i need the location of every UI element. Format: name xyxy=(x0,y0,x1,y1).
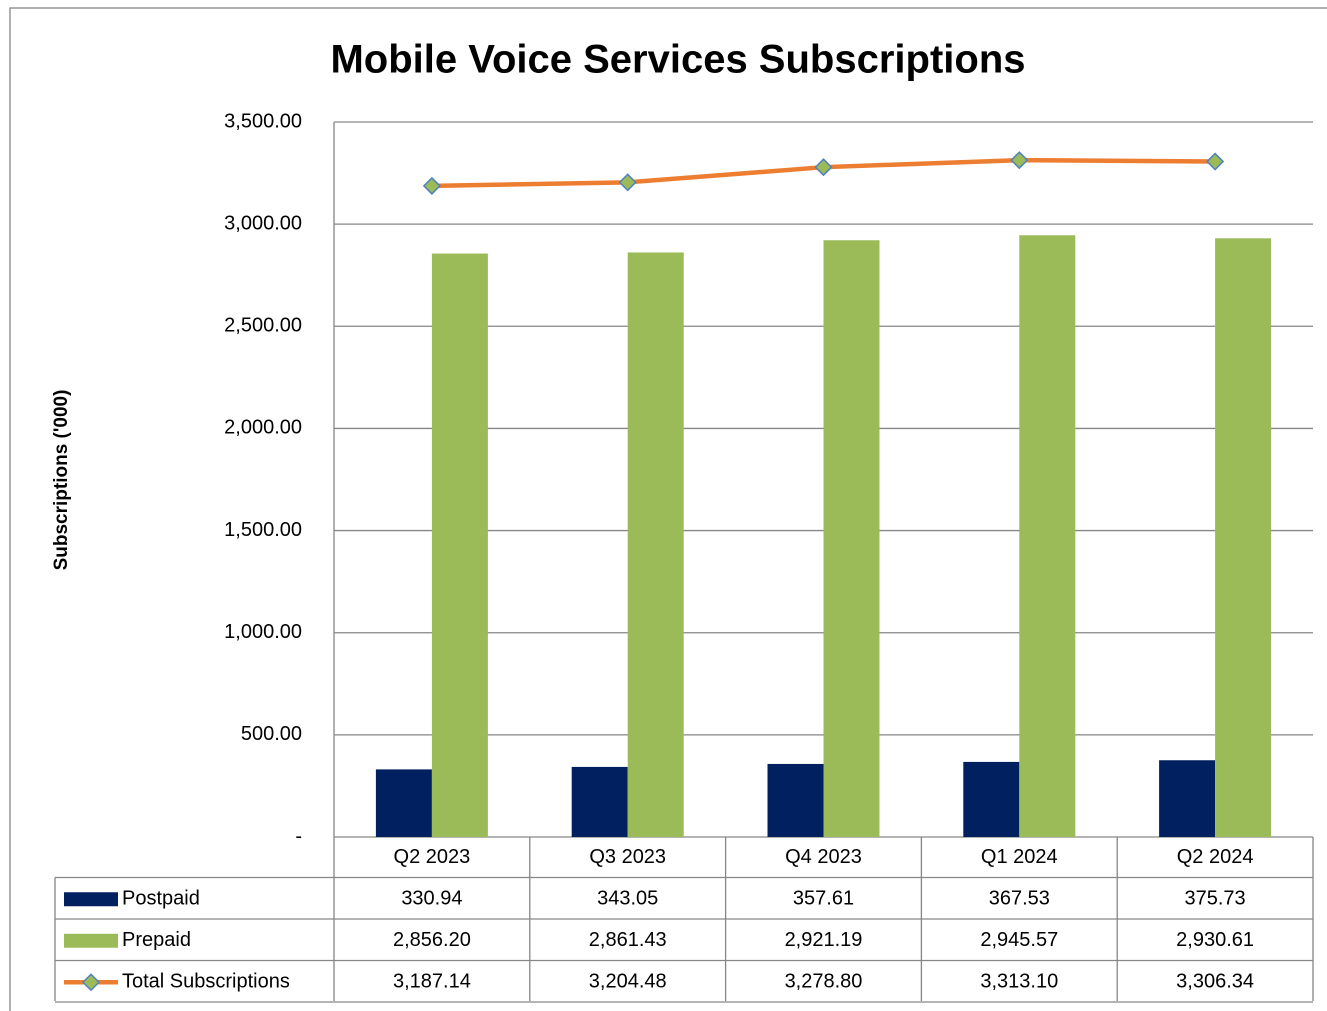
table-value: 343.05 xyxy=(597,888,658,910)
bar xyxy=(571,766,628,837)
line-marker xyxy=(1010,151,1029,170)
table-value: 3,187.14 xyxy=(393,971,471,993)
x-tick-label: Q2 2024 xyxy=(1177,846,1254,868)
x-tick-label: Q3 2023 xyxy=(589,846,666,868)
x-tick-label: Q4 2023 xyxy=(785,846,862,868)
line-marker xyxy=(814,158,833,177)
table-value: 2,921.19 xyxy=(785,929,863,951)
line-marker xyxy=(618,173,637,192)
legend-key xyxy=(64,933,118,948)
chart-frame xyxy=(9,7,1327,1011)
y-tick-label: 2,000.00 xyxy=(224,417,302,439)
bar xyxy=(1159,760,1216,837)
table-value: 330.94 xyxy=(401,888,462,910)
legend-key-marker xyxy=(81,973,101,992)
table-value: 3,204.48 xyxy=(589,971,667,993)
line-marker xyxy=(422,176,441,195)
y-tick-label: 2,500.00 xyxy=(224,315,302,337)
table-value: 357.61 xyxy=(793,888,854,910)
y-tick-label: - xyxy=(295,825,302,847)
table-value: 3,306.34 xyxy=(1176,971,1254,993)
line-marker xyxy=(1206,152,1225,171)
table-value: 3,313.10 xyxy=(980,971,1058,993)
y-tick-label: 1,000.00 xyxy=(224,621,302,643)
bar xyxy=(1019,235,1076,837)
bar xyxy=(1215,238,1272,837)
chart-title: Mobile Voice Services Subscriptions xyxy=(330,38,1025,82)
bar xyxy=(963,761,1020,837)
y-tick-label: 3,500.00 xyxy=(224,110,302,132)
bar xyxy=(431,253,488,837)
y-tick-label: 500.00 xyxy=(241,723,302,745)
table-value: 3,278.80 xyxy=(785,971,863,993)
legend-label: Postpaid xyxy=(122,888,200,910)
x-tick-label: Q1 2024 xyxy=(981,846,1058,868)
bar xyxy=(375,769,432,837)
table-value: 375.73 xyxy=(1185,888,1246,910)
table-value: 2,861.43 xyxy=(589,929,667,951)
bar xyxy=(823,240,880,837)
table-value: 2,856.20 xyxy=(393,929,471,951)
x-tick-label: Q2 2023 xyxy=(394,846,471,868)
y-axis-label: Subscriptions ('000) xyxy=(51,390,72,571)
bar xyxy=(627,252,684,837)
table-value: 2,945.57 xyxy=(980,929,1058,951)
bar xyxy=(767,763,824,837)
legend-label: Prepaid xyxy=(122,929,191,951)
legend-label: Total Subscriptions xyxy=(122,971,290,993)
legend-key xyxy=(64,892,118,907)
y-tick-label: 3,000.00 xyxy=(224,212,302,234)
table-value: 2,930.61 xyxy=(1176,929,1254,951)
table-value: 367.53 xyxy=(989,888,1050,910)
y-tick-label: 1,500.00 xyxy=(224,519,302,541)
